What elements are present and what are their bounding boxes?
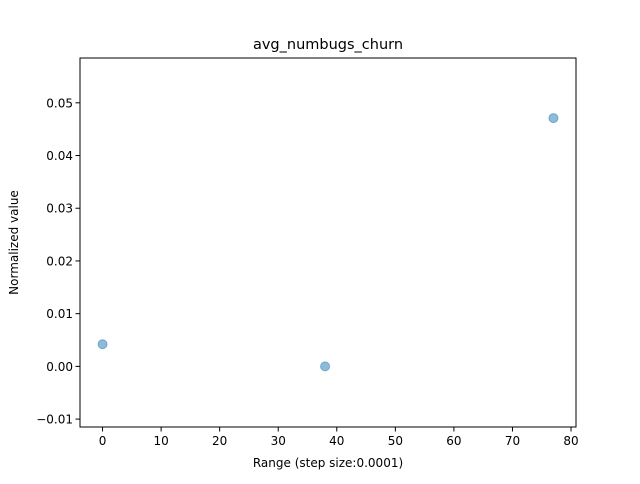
x-tick-label: 70 <box>505 434 520 448</box>
x-tick-label: 60 <box>446 434 461 448</box>
x-tick-label: 40 <box>329 434 344 448</box>
y-axis-label: Normalized value <box>7 190 21 295</box>
x-tick-label: 80 <box>563 434 578 448</box>
data-point <box>320 361 331 372</box>
y-tick-label: 0.01 <box>46 307 73 321</box>
chart-title: avg_numbugs_churn <box>253 37 403 53</box>
y-tick-label: 0.05 <box>46 96 73 110</box>
x-tick-label: 20 <box>212 434 227 448</box>
x-tick-label: 0 <box>99 434 107 448</box>
y-tick-label: 0.03 <box>46 202 73 216</box>
x-tick-label: 50 <box>388 434 403 448</box>
y-tick-label: −0.01 <box>36 413 73 427</box>
x-tick-label: 30 <box>271 434 286 448</box>
data-points <box>97 113 559 372</box>
y-tick-label: 0.00 <box>46 360 73 374</box>
y-axis-ticks: −0.01 0.00 0.01 0.02 0.03 0.04 0.05 <box>36 96 80 427</box>
x-tick-label: 10 <box>153 434 168 448</box>
x-axis-label: Range (step size:0.0001) <box>253 456 403 470</box>
y-tick-label: 0.04 <box>46 149 73 163</box>
data-point <box>97 339 108 350</box>
y-tick-label: 0.02 <box>46 254 73 268</box>
data-point <box>548 113 559 124</box>
x-axis-ticks: 0 10 20 30 40 50 60 70 80 <box>99 427 579 448</box>
plot-area <box>79 57 577 428</box>
